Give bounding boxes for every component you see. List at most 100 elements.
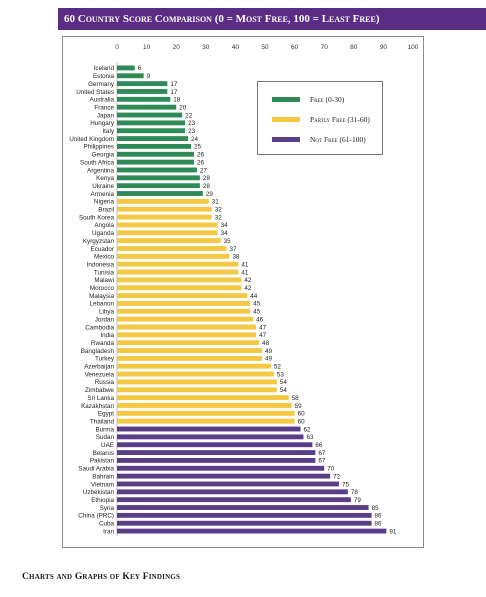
data-label: 42: [244, 277, 252, 284]
section-heading: Charts and Graphs of Key Findings: [22, 572, 181, 582]
category-label: Vietnam: [91, 481, 114, 488]
data-label: 60: [298, 411, 306, 418]
category-label: Estonia: [93, 73, 115, 80]
category-label: Thailand: [90, 418, 115, 425]
data-label: 32: [215, 207, 223, 214]
bar: [117, 434, 304, 440]
bar: [117, 261, 239, 267]
category-label: China (PRC): [78, 513, 114, 520]
bar: [117, 348, 263, 353]
category-label: Italy: [102, 128, 114, 135]
category-label: Kenya: [96, 175, 114, 182]
bar: [117, 198, 209, 204]
category-label: Australia: [90, 97, 115, 104]
data-label: 34: [221, 230, 229, 237]
data-label: 31: [212, 199, 220, 206]
data-label: 72: [333, 473, 341, 480]
category-label: India: [100, 332, 114, 339]
data-label: 47: [259, 324, 267, 331]
category-label: Brazil: [98, 207, 114, 214]
data-label: 67: [318, 450, 326, 457]
bar: [117, 73, 144, 79]
bar: [117, 528, 387, 534]
bar: [117, 450, 316, 456]
bar: [117, 285, 242, 291]
category-label: Iran: [103, 528, 114, 535]
category-label: Angola: [94, 222, 114, 229]
category-label: Sri Lanka: [87, 395, 114, 402]
data-label: 47: [259, 332, 267, 339]
x-tick-label: 50: [261, 44, 269, 51]
category-label: Pakistan: [90, 458, 115, 465]
category-label: Tunisia: [94, 269, 115, 276]
category-label: Bahrain: [92, 473, 114, 480]
x-tick-label: 20: [173, 44, 181, 51]
bar: [117, 426, 301, 432]
legend-swatch-partly-free: [272, 117, 300, 122]
category-label: Japan: [97, 112, 115, 119]
category-label: Georgia: [92, 152, 115, 159]
category-label: Syria: [100, 505, 115, 512]
category-label: Indonesia: [87, 261, 115, 268]
data-label: 41: [241, 261, 249, 268]
legend-swatch-free: [272, 97, 300, 102]
data-label: 23: [188, 128, 196, 135]
data-label: 67: [318, 458, 326, 465]
chart-title-banner: 60 Country Score Comparison (0 = Most Fr…: [58, 8, 486, 30]
bar: [117, 308, 251, 314]
bar: [117, 81, 168, 87]
category-label: Ukraine: [92, 183, 114, 190]
data-label: 35: [224, 238, 232, 245]
bar: [117, 89, 168, 94]
bar: [117, 136, 189, 142]
bar: [117, 246, 227, 251]
category-label: Ethiopia: [91, 497, 114, 504]
data-label: 52: [274, 364, 282, 371]
category-label: Cuba: [99, 521, 115, 528]
legend-label-not-free: Not Free (61-100): [310, 135, 366, 144]
x-tick-label: 70: [321, 44, 329, 51]
bar: [117, 214, 212, 220]
category-label: France: [94, 104, 114, 111]
bar: [117, 316, 254, 322]
x-tick-label: 30: [202, 44, 210, 51]
data-label: 26: [197, 152, 205, 159]
category-label: Lebanon: [89, 301, 114, 308]
bar: [117, 340, 260, 346]
data-label: 45: [253, 301, 261, 308]
category-label: Kazakhstan: [81, 403, 114, 410]
chart-legend: Free (0-30) Partly Free (31-60) Not Free…: [257, 81, 383, 155]
bar: [117, 497, 351, 503]
x-tick-label: 40: [232, 44, 240, 51]
category-label: South Korea: [79, 214, 115, 221]
legend-swatch-not-free: [272, 137, 300, 142]
category-label: Malaysia: [89, 293, 114, 300]
category-label: Malawi: [94, 277, 114, 284]
data-label: 26: [197, 159, 205, 166]
data-label: 22: [185, 112, 193, 119]
legend-label-free: Free (0-30): [310, 95, 345, 104]
bar: [117, 473, 331, 479]
bar: [117, 387, 277, 393]
category-label: Cambodia: [85, 324, 114, 331]
category-label: Libya: [99, 309, 115, 316]
bar: [117, 481, 339, 487]
bar: [117, 457, 316, 463]
data-label: 86: [375, 521, 383, 528]
data-label: 29: [206, 191, 214, 198]
bar: [117, 65, 135, 71]
data-label: 20: [179, 104, 187, 111]
bar: [117, 410, 295, 416]
bar: [117, 520, 372, 526]
x-tick-label: 60: [291, 44, 299, 51]
bar: [117, 355, 263, 361]
legend-label-partly-free: Partly Free (31-60): [310, 115, 370, 124]
category-label: Kyrgyzstan: [83, 238, 115, 245]
bar: [117, 183, 200, 189]
data-label: 17: [170, 89, 178, 96]
bar: [117, 191, 203, 196]
category-label: Argentina: [87, 167, 114, 174]
x-tick-label: 80: [350, 44, 358, 51]
bar: [117, 379, 277, 385]
x-tick-label: 10: [143, 44, 151, 51]
